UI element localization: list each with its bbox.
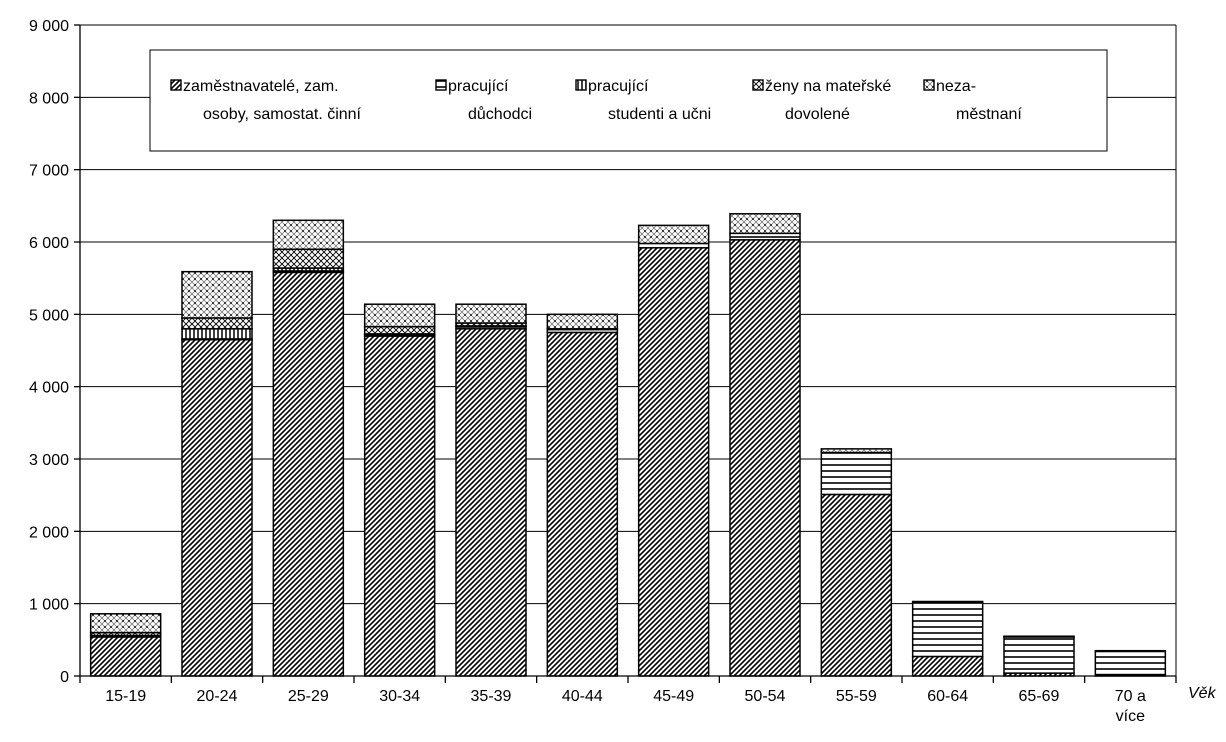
legend-swatch-hlines: [435, 79, 447, 91]
bar-segment: [89, 613, 162, 634]
bar-segment: [272, 248, 345, 269]
y-tick-label: 4 000: [29, 380, 69, 397]
y-axis: 0 1 000 2 000 3 000 4 000 5 000 6 000 7 000 8 00…: [29, 18, 81, 686]
legend-label: pracující důchodci: [448, 78, 532, 123]
bar-segment: [911, 655, 984, 677]
bar-segment: [272, 219, 345, 250]
x-tick-label: 45-49: [653, 688, 694, 705]
legend-box: [149, 49, 1108, 152]
bar-segment: [820, 448, 893, 454]
bar-segment: [181, 328, 253, 340]
legend-label: ženy na mateřské dovolené: [765, 78, 891, 123]
bar-segment: [729, 213, 801, 235]
legend-label: neza-městnaní: [936, 78, 1022, 123]
x-tick-label: 30-34: [379, 688, 420, 705]
x-tick-label: 20-24: [197, 688, 238, 705]
bar-segment: [363, 335, 436, 677]
x-tick-label: 40-44: [562, 688, 603, 705]
bar-segment: [729, 239, 801, 677]
y-tick-label: 3 000: [29, 452, 69, 469]
bar-segment: [546, 331, 619, 677]
x-tick-label: 65-69: [1019, 688, 1060, 705]
bar-segment: [820, 493, 893, 677]
x-tick-label: 70 a více: [1115, 688, 1146, 725]
legend-label: pracující studenti a učni: [588, 78, 711, 123]
bar-segment: [637, 224, 710, 245]
legend-swatch-diag: [170, 79, 182, 91]
bar-segment: [911, 600, 984, 603]
bar-segment: [1003, 636, 1075, 674]
bar-segment: [729, 232, 801, 241]
bars: [89, 213, 1167, 677]
gridlines: [80, 24, 1177, 676]
bar-segment: [637, 247, 710, 677]
y-tick-label: 8 000: [29, 90, 69, 107]
y-tick-label: 7 000: [29, 163, 69, 180]
bar-segment: [911, 601, 984, 658]
legend: zaměstnavatelé, zam. osoby, samostat. čin…: [149, 49, 1108, 152]
bar-segment: [455, 303, 527, 324]
bar-segment: [181, 338, 253, 677]
legend-label: zaměstnavatelé, zam. osoby, samostat. čin…: [183, 78, 362, 123]
legend-swatch-dots: [923, 79, 935, 91]
x-axis: 15-19 20-24 25-29 30-34 35-39 40-44 45-49 50-54…: [79, 675, 1217, 725]
bar-segment: [363, 303, 436, 328]
bar-segment: [181, 317, 253, 330]
bar-segment: [820, 451, 893, 496]
y-tick-label: 0: [60, 669, 69, 686]
x-tick-label: 35-39: [471, 688, 512, 705]
x-axis-title: Věk: [1188, 685, 1217, 702]
x-tick-label: 25-29: [288, 688, 329, 705]
bar-segment: [1003, 635, 1075, 638]
y-tick-label: 1 000: [29, 597, 69, 614]
y-tick-label: 6 000: [29, 235, 69, 252]
x-tick-label: 60-64: [927, 688, 968, 705]
x-tick-label: 50-54: [745, 688, 786, 705]
legend-swatch-vlines: [575, 79, 587, 91]
x-tick-label: 55-59: [836, 688, 877, 705]
bar-segment: [363, 325, 436, 335]
bar-segment: [1094, 649, 1167, 653]
y-tick-label: 2 000: [29, 524, 69, 541]
x-tick-label: 15-19: [105, 688, 146, 705]
bar-segment: [181, 270, 253, 319]
y-tick-label: 9 000: [29, 18, 69, 35]
y-tick-label: 5 000: [29, 307, 69, 324]
bar-segment: [89, 636, 162, 677]
bar-segment: [272, 271, 345, 677]
bar-segment: [546, 313, 619, 330]
legend-swatch-cross: [752, 79, 764, 91]
bar-segment: [455, 328, 527, 677]
bar-segment: [1094, 650, 1167, 676]
